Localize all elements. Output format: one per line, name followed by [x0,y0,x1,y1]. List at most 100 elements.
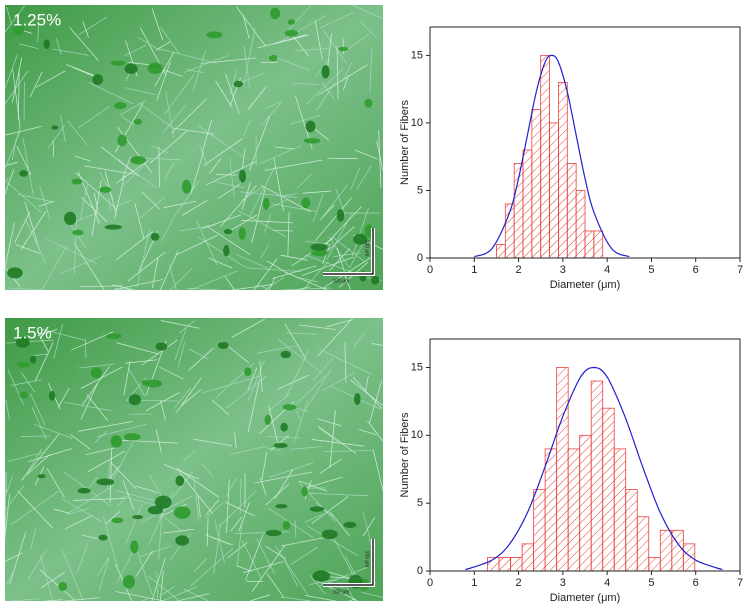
crystal [338,47,348,51]
crystal [234,81,243,87]
crystal [96,479,114,486]
fiber [343,39,344,54]
crystal [312,570,330,581]
y-tick-label: 15 [411,49,423,61]
crystal [301,197,310,208]
histogram-bar [557,367,569,571]
histogram-bar [534,490,546,571]
x-tick-label: 6 [693,577,699,589]
crystal [19,392,28,399]
crystal [354,393,361,405]
crystal [105,225,122,230]
histogram-bar [580,435,592,571]
crystal [364,99,372,108]
fiber [85,339,86,358]
scale-bar-label: 100 μm [364,240,370,257]
crystal [124,433,141,441]
histogram-bar [591,381,603,571]
histogram-bar [683,544,695,571]
panel-label: 1.5% [13,323,52,342]
crystal [78,488,91,494]
x-tick-label: 7 [737,577,743,589]
crystal [114,102,126,109]
crystal [72,230,83,236]
histogram-bar [567,163,576,258]
crystal [206,31,222,38]
x-tick-label: 4 [604,577,610,589]
crystal [304,138,320,144]
crystal [106,333,122,339]
x-tick-label: 0 [427,264,433,276]
x-tick-label: 2 [516,577,522,589]
histogram-bar [576,190,585,258]
micrograph [5,5,383,290]
x-tick-label: 3 [560,264,566,276]
crystal [301,486,308,496]
scale-bar-label: 100 μm [333,589,350,595]
crystal [58,582,67,591]
histogram-bar [511,557,523,571]
crystal [99,187,111,193]
crystal [71,179,82,185]
micrograph [5,318,383,601]
crystal [51,126,58,130]
crystal [129,394,141,405]
crystal [175,476,184,486]
histogram-bar [496,244,505,258]
x-tick-label: 5 [648,577,654,589]
histogram-bar [637,517,649,571]
histogram-bar [499,557,511,571]
crystal [266,530,282,536]
crystal [19,170,28,177]
x-tick-label: 0 [427,577,433,589]
crystal [283,521,291,530]
histogram-bar [532,109,541,258]
histogram-bar [545,449,557,571]
x-tick-label: 2 [516,264,522,276]
crystal [147,62,163,74]
crystal [223,245,229,256]
y-axis-label: Number of Fibers [399,100,411,185]
crystal [38,474,46,478]
crystal [281,351,291,358]
crystal [283,404,297,410]
histogram-bar [568,449,580,571]
histogram-bar [523,150,532,258]
histogram-bar [558,82,567,258]
crystal [343,522,356,528]
crystal [310,506,324,511]
x-tick-label: 4 [604,264,610,276]
histogram-bar [541,55,550,258]
crystal [322,65,330,79]
x-axis-label: Diameter (μm) [550,279,621,291]
crystal [155,343,167,351]
crystal [91,367,102,378]
crystal [125,63,138,74]
crystal [306,121,316,133]
histogram-bar [649,557,661,571]
histogram-bar [550,123,559,258]
crystal [117,134,127,146]
crystal [273,443,287,448]
y-tick-label: 15 [411,361,423,373]
crystal [174,506,191,518]
crystal [275,504,287,508]
x-axis-label: Diameter (μm) [550,592,621,604]
crystal [263,198,270,210]
crystal [132,515,143,519]
crystal [218,342,229,349]
crystal [239,227,246,240]
crystal [130,540,138,553]
scale-bar-label: 100 μm [364,551,370,568]
y-tick-label: 5 [417,497,423,509]
y-tick-label: 0 [417,252,423,264]
histogram-bar [594,231,603,258]
crystal [322,530,338,539]
crystal [269,55,278,61]
crystal [123,575,135,589]
y-axis-label: Number of Fibers [399,412,411,497]
panel-label: 1.25% [13,10,61,29]
crystal [49,391,55,401]
crystal [270,8,280,20]
histogram-bar [614,449,626,571]
